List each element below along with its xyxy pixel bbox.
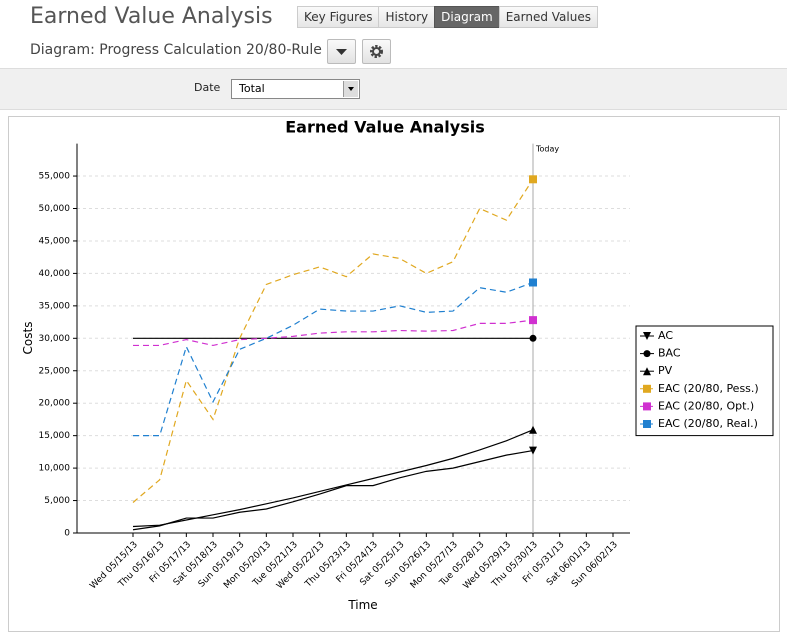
date-select[interactable]: Total (231, 79, 360, 99)
chart-title: Earned Value Analysis (285, 118, 485, 137)
gear-icon (370, 45, 383, 58)
filter-label: Date (194, 81, 221, 94)
series-line (132, 429, 534, 528)
legend-label: EAC (20/80, Pess.) (658, 382, 759, 395)
subtitle: Diagram: Progress Calculation 20/80-Rule (30, 42, 322, 58)
series-marker (529, 316, 538, 325)
y-tick-label: 30,000 (39, 334, 71, 344)
legend-marker (643, 367, 651, 376)
today-label: Today (535, 145, 559, 154)
y-tick-label: 5,000 (44, 496, 70, 506)
select-arrow (343, 81, 358, 97)
series-marker (529, 175, 538, 184)
page-title: Earned Value Analysis (30, 4, 273, 29)
tab[interactable]: Diagram (434, 6, 500, 28)
legend-marker (643, 384, 651, 393)
legend-marker (643, 420, 651, 428)
legend-box (635, 325, 774, 437)
tab[interactable]: Earned Values (498, 6, 598, 28)
series-line (132, 449, 534, 531)
series-marker (529, 334, 537, 342)
x-tick-label: Thu 05/23/13 (303, 540, 353, 590)
series-line (133, 281, 534, 437)
y-tick-label: 55,000 (39, 172, 71, 182)
x-tick-label: Wed 05/29/13 (462, 540, 514, 592)
select-value: Total (239, 82, 265, 95)
legend-label: PV (658, 364, 673, 377)
y-tick-label: 40,000 (39, 269, 71, 279)
y-tick-label: 25,000 (39, 366, 71, 376)
series-line (133, 319, 534, 347)
settings-button[interactable] (362, 39, 391, 64)
x-tick-label: Thu 05/16/13 (116, 540, 166, 590)
x-tick-label: Thu 05/30/13 (490, 540, 540, 590)
legend-label: EAC (20/80, Real.) (658, 417, 758, 430)
dropdown-button[interactable] (327, 39, 356, 64)
y-axis-label: Costs (21, 322, 35, 355)
y-tick-label: 0 (64, 529, 70, 539)
y-tick-label: 35,000 (39, 301, 71, 311)
x-axis-label: Time (347, 598, 377, 612)
icon (336, 49, 347, 55)
legend-marker (643, 350, 651, 358)
y-tick-label: 10,000 (39, 464, 71, 474)
legend-marker (643, 332, 651, 340)
tab-bar: Key Figures History Diagram Earned Value… (297, 6, 598, 28)
series-marker (529, 446, 538, 455)
legend-label: BAC (658, 347, 681, 360)
x-tick-label: Mon 05/27/13 (409, 540, 460, 591)
y-tick-label: 20,000 (39, 399, 71, 409)
series-marker (529, 425, 538, 434)
legend-label: EAC (20/80, Opt.) (658, 399, 754, 412)
x-tick-label: Mon 05/20/13 (222, 540, 273, 591)
y-tick-label: 45,000 (39, 236, 71, 246)
x-tick-label: Wed 05/15/13 (88, 540, 140, 592)
filter-bar (0, 68, 787, 110)
series-line (132, 178, 534, 503)
y-tick-label: 15,000 (39, 431, 71, 441)
x-tick-label: Wed 05/22/13 (275, 540, 327, 592)
legend-marker (643, 402, 651, 411)
tab[interactable]: History (378, 6, 436, 28)
series-marker (529, 278, 538, 287)
y-tick-label: 50,000 (39, 204, 71, 214)
legend-label: AC (658, 329, 673, 342)
